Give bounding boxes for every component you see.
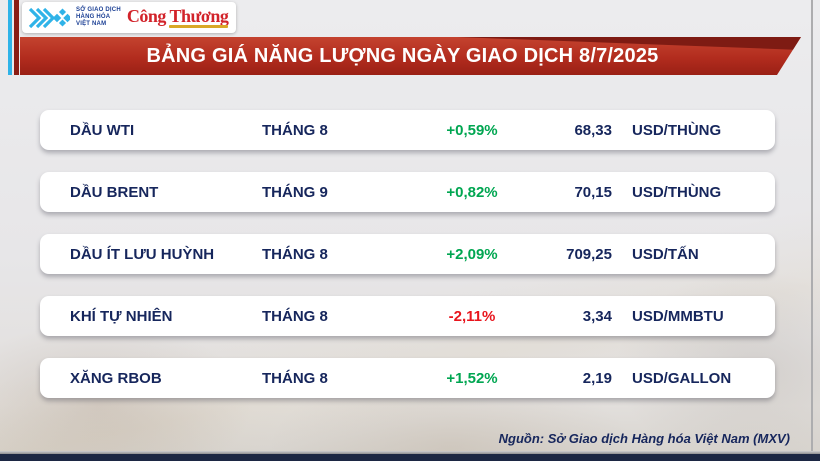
contract-month: THÁNG 8: [262, 245, 328, 263]
table-row: DẦU ÍT LƯU HUỲNH THÁNG 8 +2,09% 709,25 U…: [40, 234, 775, 274]
price-value: 70,15: [574, 183, 612, 201]
price-unit: USD/GALLON: [632, 369, 732, 387]
commodity-name: KHÍ TỰ NHIÊN: [70, 307, 173, 325]
source-attribution: Nguồn: Sở Giao dịch Hàng hóa Việt Nam (M…: [498, 431, 790, 446]
commodity-name: DẦU ÍT LƯU HUỲNH: [70, 245, 215, 263]
title-banner: BẢNG GIÁ NĂNG LƯỢNG NGÀY GIAO DỊCH 8/7/2…: [20, 37, 801, 75]
percent-change: +0,59%: [446, 121, 498, 139]
contract-month: THÁNG 9: [262, 183, 328, 201]
table-row: XĂNG RBOB THÁNG 8 +1,52% 2,19 USD/GALLON: [40, 358, 775, 398]
left-accent-stripe-maroon: [14, 0, 19, 75]
price-value: 68,33: [574, 121, 612, 139]
bottom-navy-bar: [0, 454, 820, 461]
commodity-name: XĂNG RBOB: [70, 369, 162, 387]
price-value: 3,34: [582, 307, 612, 325]
brand-logo-plate: SỞ GIAO DỊCH HÀNG HÓA VIỆT NAM Công Thươ…: [22, 2, 237, 33]
mxv-name-text: SỞ GIAO DỊCH HÀNG HÓA VIỆT NAM: [76, 7, 121, 27]
table-row: KHÍ TỰ NHIÊN THÁNG 8 -2,11% 3,34 USD/MMB…: [40, 296, 775, 336]
right-frame-line: [811, 0, 813, 461]
percent-change: +0,82%: [446, 183, 498, 201]
contract-month: THÁNG 8: [262, 369, 328, 387]
contract-month: THÁNG 8: [262, 307, 328, 325]
commodity-name: DẦU BRENT: [70, 183, 159, 201]
page-title: BẢNG GIÁ NĂNG LƯỢNG NGÀY GIAO DỊCH 8/7/2…: [146, 44, 659, 67]
table-row: DẦU WTI THÁNG 8 +0,59% 68,33 USD/THÙNG: [40, 110, 775, 150]
percent-change: -2,11%: [448, 307, 496, 325]
table-row: DẦU BRENT THÁNG 9 +0,82% 70,15 USD/THÙNG: [40, 172, 775, 212]
bottom-edge-line: [0, 451, 820, 454]
masthead-gold-bar: [169, 25, 229, 28]
commodity-name: DẦU WTI: [70, 121, 135, 139]
price-unit: USD/THÙNG: [632, 121, 722, 139]
price-value: 709,25: [566, 245, 612, 263]
mxv-logo-icon: [28, 7, 70, 28]
percent-change: +1,52%: [446, 369, 498, 387]
percent-change: +2,09%: [446, 245, 498, 263]
contract-month: THÁNG 8: [262, 121, 328, 139]
left-accent-stripe-cyan: [8, 0, 12, 75]
congthuong-masthead: Công Thương: [126, 6, 229, 28]
price-unit: USD/MMBTU: [632, 307, 724, 325]
price-unit: USD/TẤN: [632, 245, 699, 263]
price-value: 2,19: [582, 369, 612, 387]
price-unit: USD/THÙNG: [632, 183, 722, 201]
